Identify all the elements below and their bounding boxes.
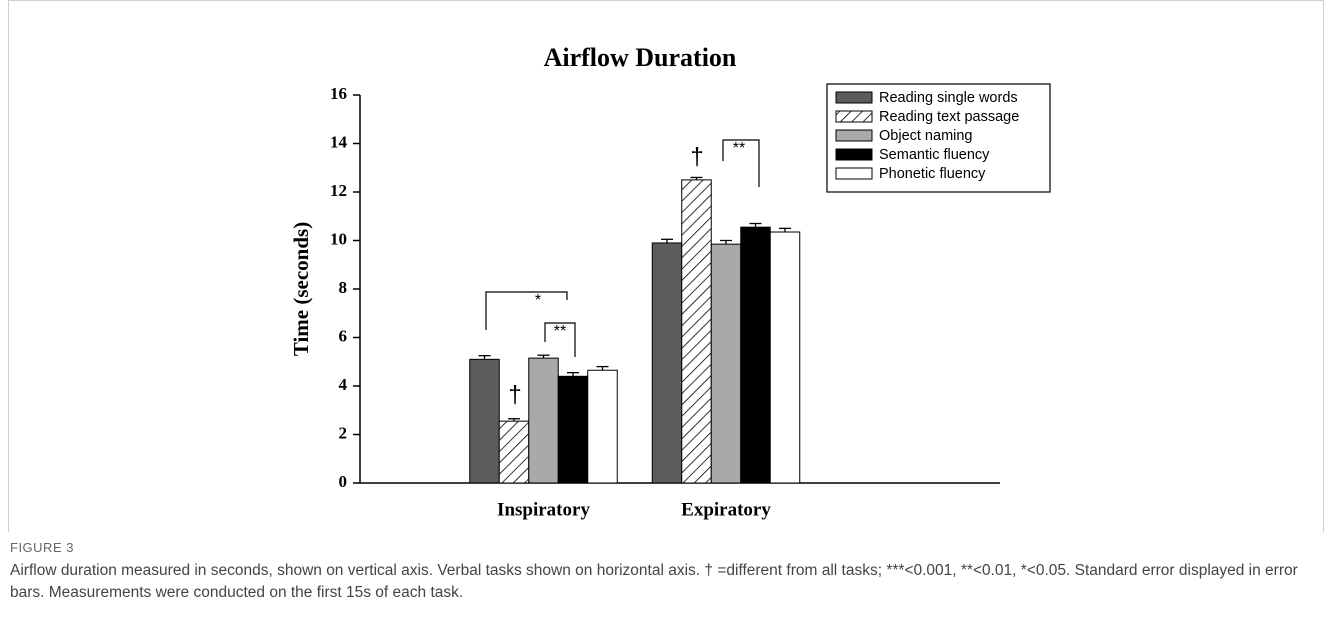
annotation: ** bbox=[554, 323, 566, 340]
significance-bracket bbox=[485, 291, 568, 330]
bar bbox=[498, 420, 530, 484]
legend-swatch bbox=[835, 148, 873, 161]
bar bbox=[740, 226, 771, 484]
figure-label: FIGURE 3 bbox=[10, 540, 74, 555]
y-axis-label: Time (seconds) bbox=[289, 222, 313, 356]
legend-swatch bbox=[835, 167, 873, 180]
legend-label: Object naming bbox=[879, 128, 973, 144]
x-tick-label: Inspiratory bbox=[497, 499, 590, 520]
annotation: † bbox=[508, 381, 521, 408]
y-tick-label: 4 bbox=[339, 375, 348, 394]
legend-swatch bbox=[835, 110, 873, 123]
significance-bracket bbox=[722, 139, 760, 187]
bar bbox=[769, 231, 801, 484]
legend-label: Semantic fluency bbox=[879, 147, 990, 163]
legend-label: Reading text passage bbox=[879, 109, 1019, 125]
x-tick-label: Expiratory bbox=[681, 499, 771, 520]
chart: Airflow Duration Time (seconds) 0 2 4 6 8 10 1… bbox=[289, 43, 1051, 520]
legend-swatch bbox=[835, 129, 873, 142]
y-tick-label: 0 bbox=[339, 472, 348, 491]
bar bbox=[528, 357, 559, 484]
bar bbox=[710, 243, 742, 484]
annotation: † bbox=[690, 143, 703, 170]
chart-title: Airflow Duration bbox=[544, 43, 737, 72]
y-tick-label: 14 bbox=[330, 132, 348, 151]
y-tick-label: 12 bbox=[330, 181, 347, 200]
bar bbox=[469, 358, 500, 484]
legend-swatch bbox=[835, 91, 873, 104]
figure-frame bbox=[8, 0, 1324, 532]
bar bbox=[587, 369, 618, 484]
y-tick-label: 6 bbox=[339, 326, 348, 345]
bar bbox=[681, 179, 712, 484]
annotation: * bbox=[535, 292, 541, 309]
y-tick-label: 8 bbox=[339, 278, 348, 297]
legend-label: Reading single words bbox=[879, 90, 1018, 106]
y-tick-label: 2 bbox=[339, 423, 348, 442]
annotation: ** bbox=[733, 140, 745, 157]
bar bbox=[651, 242, 683, 484]
bar bbox=[557, 375, 589, 484]
caption: Airflow duration measured in seconds, sh… bbox=[10, 562, 1298, 601]
significance-bracket bbox=[544, 322, 576, 357]
legend-label: Phonetic fluency bbox=[879, 166, 986, 182]
y-tick-label: 16 bbox=[330, 84, 347, 103]
y-tick-label: 10 bbox=[330, 229, 347, 248]
